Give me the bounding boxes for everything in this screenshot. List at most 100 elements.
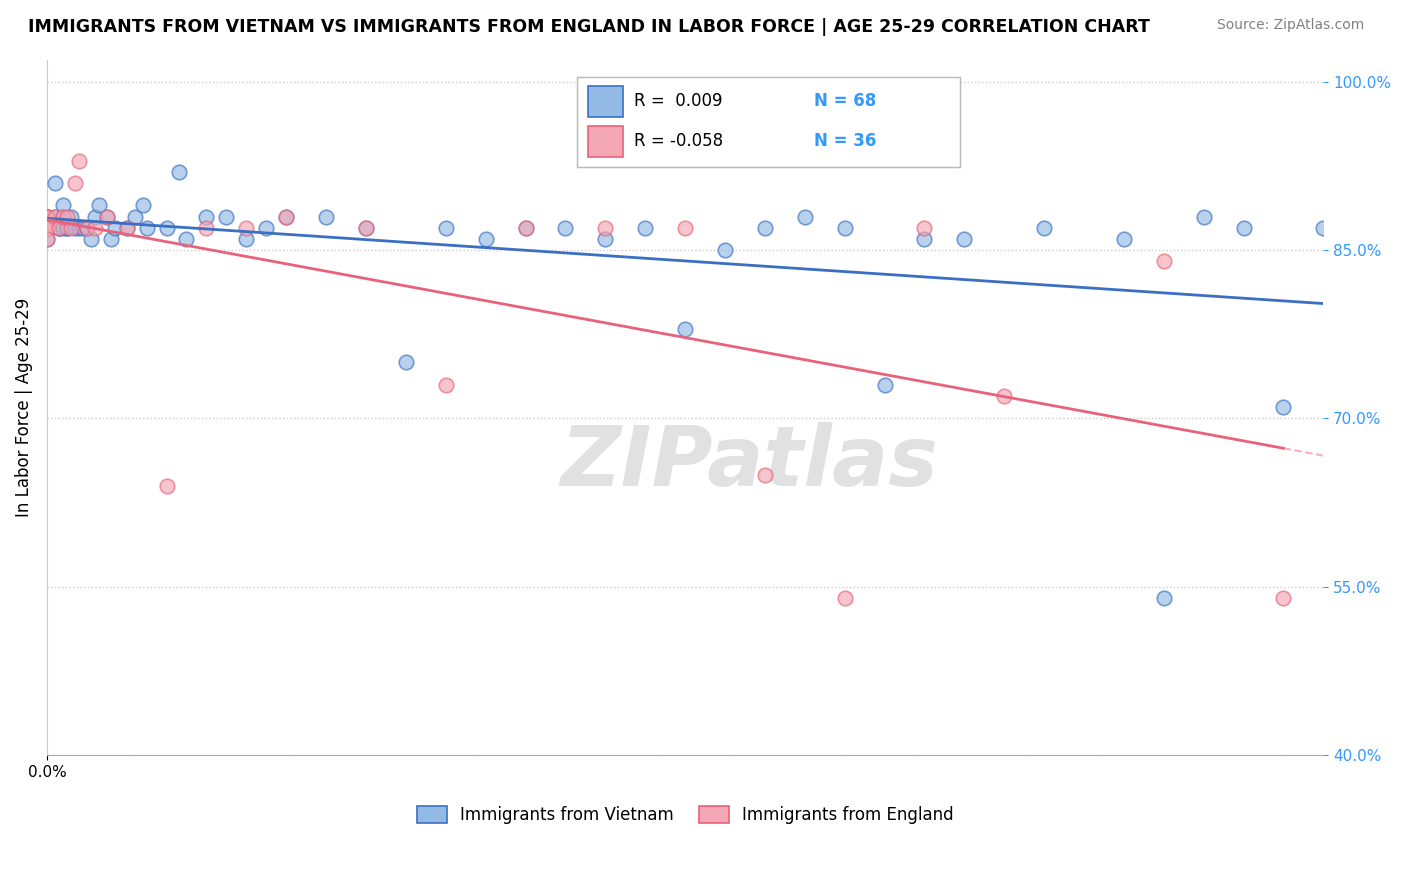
- Point: [35, 220, 58, 235]
- Point: [354, 220, 377, 235]
- Point: [76, 220, 98, 235]
- Point: [35, 220, 58, 235]
- Point: [754, 220, 776, 235]
- Point: [912, 220, 935, 235]
- Point: [634, 220, 657, 235]
- Point: [1153, 591, 1175, 605]
- Point: [195, 220, 218, 235]
- Point: [72, 220, 94, 235]
- Point: [59, 210, 82, 224]
- Point: [35, 210, 58, 224]
- Point: [1312, 220, 1334, 235]
- Point: [35, 232, 58, 246]
- Point: [993, 389, 1015, 403]
- Point: [96, 210, 118, 224]
- Point: [96, 210, 118, 224]
- Text: ZIPatlas: ZIPatlas: [560, 423, 938, 503]
- Point: [793, 210, 815, 224]
- Point: [67, 220, 90, 235]
- Point: [56, 210, 79, 224]
- Point: [1192, 210, 1215, 224]
- Point: [434, 377, 457, 392]
- Point: [912, 232, 935, 246]
- Point: [67, 153, 90, 168]
- Point: [276, 210, 298, 224]
- Text: IMMIGRANTS FROM VIETNAM VS IMMIGRANTS FROM ENGLAND IN LABOR FORCE | AGE 25-29 CO: IMMIGRANTS FROM VIETNAM VS IMMIGRANTS FR…: [28, 18, 1150, 36]
- Point: [52, 210, 75, 224]
- Point: [44, 210, 66, 224]
- Point: [35, 220, 58, 235]
- Point: [235, 232, 257, 246]
- Point: [554, 220, 576, 235]
- Point: [35, 210, 58, 224]
- Point: [515, 220, 537, 235]
- Point: [714, 244, 737, 258]
- Point: [195, 210, 218, 224]
- Point: [176, 232, 198, 246]
- Point: [100, 232, 122, 246]
- Point: [35, 210, 58, 224]
- Point: [315, 210, 337, 224]
- Point: [754, 467, 776, 482]
- Point: [135, 220, 157, 235]
- Point: [215, 210, 238, 224]
- Point: [167, 165, 190, 179]
- Point: [254, 220, 277, 235]
- Point: [104, 220, 127, 235]
- Point: [673, 322, 696, 336]
- Point: [76, 220, 98, 235]
- Point: [834, 591, 856, 605]
- Point: [395, 355, 418, 369]
- Point: [44, 176, 66, 190]
- Point: [44, 210, 66, 224]
- Point: [59, 220, 82, 235]
- Point: [873, 377, 896, 392]
- Point: [52, 220, 75, 235]
- Point: [276, 210, 298, 224]
- Point: [35, 210, 58, 224]
- Point: [115, 220, 138, 235]
- Point: [83, 220, 105, 235]
- Point: [1272, 591, 1295, 605]
- Point: [35, 232, 58, 246]
- Point: [35, 210, 58, 224]
- Point: [515, 220, 537, 235]
- Point: [35, 220, 58, 235]
- Point: [35, 220, 58, 235]
- Point: [52, 198, 75, 212]
- Point: [35, 220, 58, 235]
- Point: [953, 232, 976, 246]
- Point: [83, 210, 105, 224]
- Point: [80, 232, 103, 246]
- Point: [35, 220, 58, 235]
- Point: [48, 220, 70, 235]
- Point: [35, 220, 58, 235]
- Point: [63, 176, 86, 190]
- Y-axis label: In Labor Force | Age 25-29: In Labor Force | Age 25-29: [15, 298, 32, 516]
- Point: [595, 232, 617, 246]
- Point: [1112, 232, 1135, 246]
- Legend: Immigrants from Vietnam, Immigrants from England: Immigrants from Vietnam, Immigrants from…: [408, 798, 962, 833]
- Point: [354, 220, 377, 235]
- Point: [48, 220, 70, 235]
- Point: [35, 210, 58, 224]
- Point: [434, 220, 457, 235]
- Point: [56, 220, 79, 235]
- Point: [35, 220, 58, 235]
- Point: [35, 220, 58, 235]
- Point: [474, 232, 496, 246]
- Point: [235, 220, 257, 235]
- Point: [56, 220, 79, 235]
- Point: [595, 220, 617, 235]
- Point: [35, 220, 58, 235]
- Point: [35, 220, 58, 235]
- Point: [35, 210, 58, 224]
- Point: [63, 220, 86, 235]
- Point: [48, 220, 70, 235]
- Point: [1033, 220, 1056, 235]
- Point: [87, 198, 110, 212]
- Point: [131, 198, 153, 212]
- Point: [115, 220, 138, 235]
- Point: [673, 220, 696, 235]
- Point: [155, 220, 177, 235]
